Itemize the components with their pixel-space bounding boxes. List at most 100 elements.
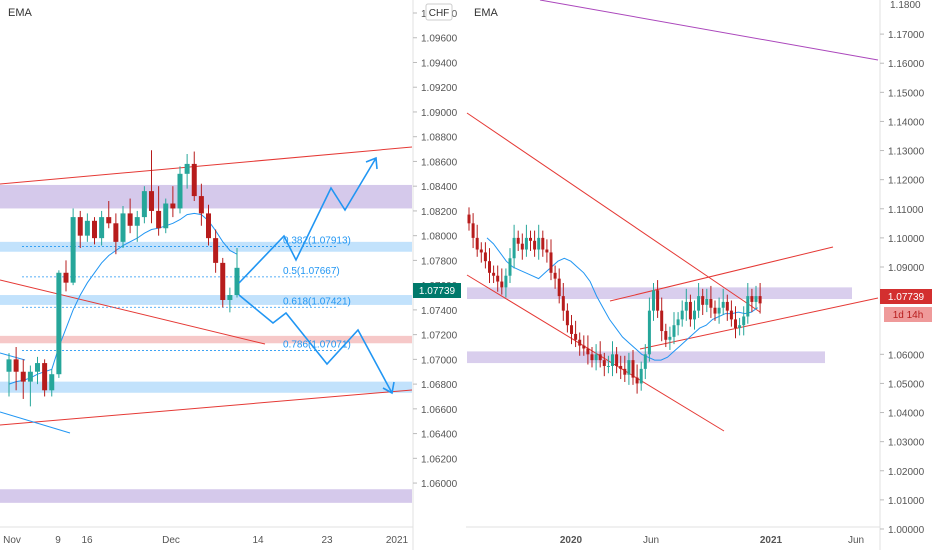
fib-label-1: 0.5(1.07667) [283, 266, 340, 277]
right-purple-trendline [539, 0, 879, 61]
left-price-axis[interactable]: 1.098001.096001.094001.092001.090001.088… [412, 0, 461, 550]
x-tick-label: 14 [252, 535, 264, 546]
y-tick-label: 1.09400 [421, 58, 458, 69]
right-candle [471, 223, 475, 238]
right-candle [467, 214, 471, 224]
right-candle [512, 237, 516, 259]
right-candle [676, 319, 680, 326]
fib-label-3: 0.786(1.07071) [283, 340, 351, 351]
left-indicator-label[interactable]: EMA [8, 7, 33, 19]
right-candle [565, 310, 569, 326]
right-y-tick-label: 1.14000 [888, 117, 925, 128]
right-y-ticks: 1.17000 1.16000 1.15000 1.14000 1.13000 1.120… [880, 30, 925, 536]
right-time-axis[interactable]: 2020 Jun 2021 Jun [466, 526, 880, 546]
right-indicator-label[interactable]: EMA [474, 7, 499, 19]
x-tick-label: 23 [321, 535, 333, 546]
right-candle [652, 290, 655, 311]
candle [84, 220, 90, 236]
candle [42, 363, 48, 391]
y-tick-label: 1.08600 [421, 157, 458, 168]
right-trendlines [466, 0, 879, 432]
right-ema-line [486, 237, 758, 361]
right-candle [549, 252, 553, 273]
right-candle [500, 281, 504, 288]
y-tick-label: 1.08800 [421, 133, 458, 144]
candle [141, 191, 147, 218]
y-tick-label: 1.09000 [421, 108, 458, 119]
left-zone-2 [0, 295, 412, 305]
x-tick-label: Nov [3, 535, 21, 546]
right-candle [553, 272, 557, 279]
candle [191, 163, 197, 197]
right-candle [615, 354, 619, 366]
right-y-tick-label: 1.02000 [888, 467, 925, 478]
right-candle [578, 339, 582, 346]
right-candle [758, 296, 762, 304]
right-candle [746, 296, 750, 317]
right-y-tick-label: 1.09000 [888, 263, 925, 274]
currency-badge-bg[interactable] [425, 3, 453, 21]
right-candle [701, 296, 705, 305]
candle [113, 223, 119, 242]
right-y-tick-label: 1.16000 [888, 59, 925, 70]
left-x-ticks: Nov 9 16 Dec 14 23 2021 [3, 535, 408, 546]
currency-badge[interactable]: CHF [429, 8, 450, 19]
right-ema [486, 237, 758, 361]
right-candle [742, 316, 746, 326]
right-zones [467, 287, 852, 364]
right-candle [664, 331, 668, 340]
left-time-axis[interactable]: Nov 9 16 Dec 14 23 2021 [0, 526, 413, 546]
candle [77, 217, 83, 236]
right-candle [705, 299, 709, 305]
candle [99, 217, 105, 239]
left-panel: 0.382(1.07913) 0.5(1.07667) 0.618(1.07421)… [0, 7, 413, 503]
right-candle [606, 365, 610, 367]
bearish-arrowhead [382, 381, 395, 395]
y-tick-label: 1.08200 [421, 207, 458, 218]
bullish-arrowhead [365, 156, 378, 170]
right-candle [713, 307, 717, 314]
right-candle [590, 354, 594, 361]
right-x-tick-label: 2021 [760, 535, 783, 546]
right-candle [754, 296, 758, 302]
right-candle [672, 325, 676, 337]
right-candle [504, 275, 508, 288]
right-candle [479, 249, 483, 253]
candle [35, 363, 40, 372]
countdown-label: 1d 14h [893, 310, 924, 321]
bearish-projection-arrow [238, 294, 393, 394]
right-price-axis[interactable]: 1.1800 1.17000 1.16000 1.15000 1.14000 1.130… [879, 0, 932, 550]
right-candle [545, 249, 549, 253]
candle [56, 272, 62, 375]
right-candle [725, 301, 729, 311]
right-x-tick-label: Jun [848, 535, 864, 546]
right-candle [496, 275, 500, 282]
left-trendlines [0, 146, 413, 434]
right-candle [631, 360, 635, 378]
left-blue-trendline [0, 411, 71, 434]
right-candle [533, 240, 537, 250]
candle [106, 217, 112, 224]
right-candle [529, 237, 532, 241]
left-zone-3 [0, 335, 412, 344]
y-tick-label: 1.07000 [421, 355, 458, 366]
right-y-tick-label: 1.05000 [888, 379, 925, 390]
candle [120, 213, 126, 242]
left-lower-trendline [0, 389, 413, 426]
left-zone-0 [0, 184, 412, 209]
x-tick-label: 16 [81, 535, 93, 546]
y-tick-label: 1.07400 [421, 306, 458, 317]
right-candle [524, 237, 528, 250]
right-zone-0 [467, 287, 852, 300]
right-candle [660, 310, 664, 332]
bullish-projection-arrow [238, 157, 377, 284]
left-blue-trendline-2 [0, 352, 26, 361]
candle [213, 238, 219, 263]
right-candle [598, 354, 602, 361]
candle [27, 371, 33, 382]
right-candle [647, 310, 651, 355]
left-projection-arrows [238, 156, 395, 395]
y-tick-label: 1.09200 [421, 83, 458, 94]
right-y-tick-label: 1.13000 [888, 147, 925, 158]
right-candle [680, 310, 684, 320]
